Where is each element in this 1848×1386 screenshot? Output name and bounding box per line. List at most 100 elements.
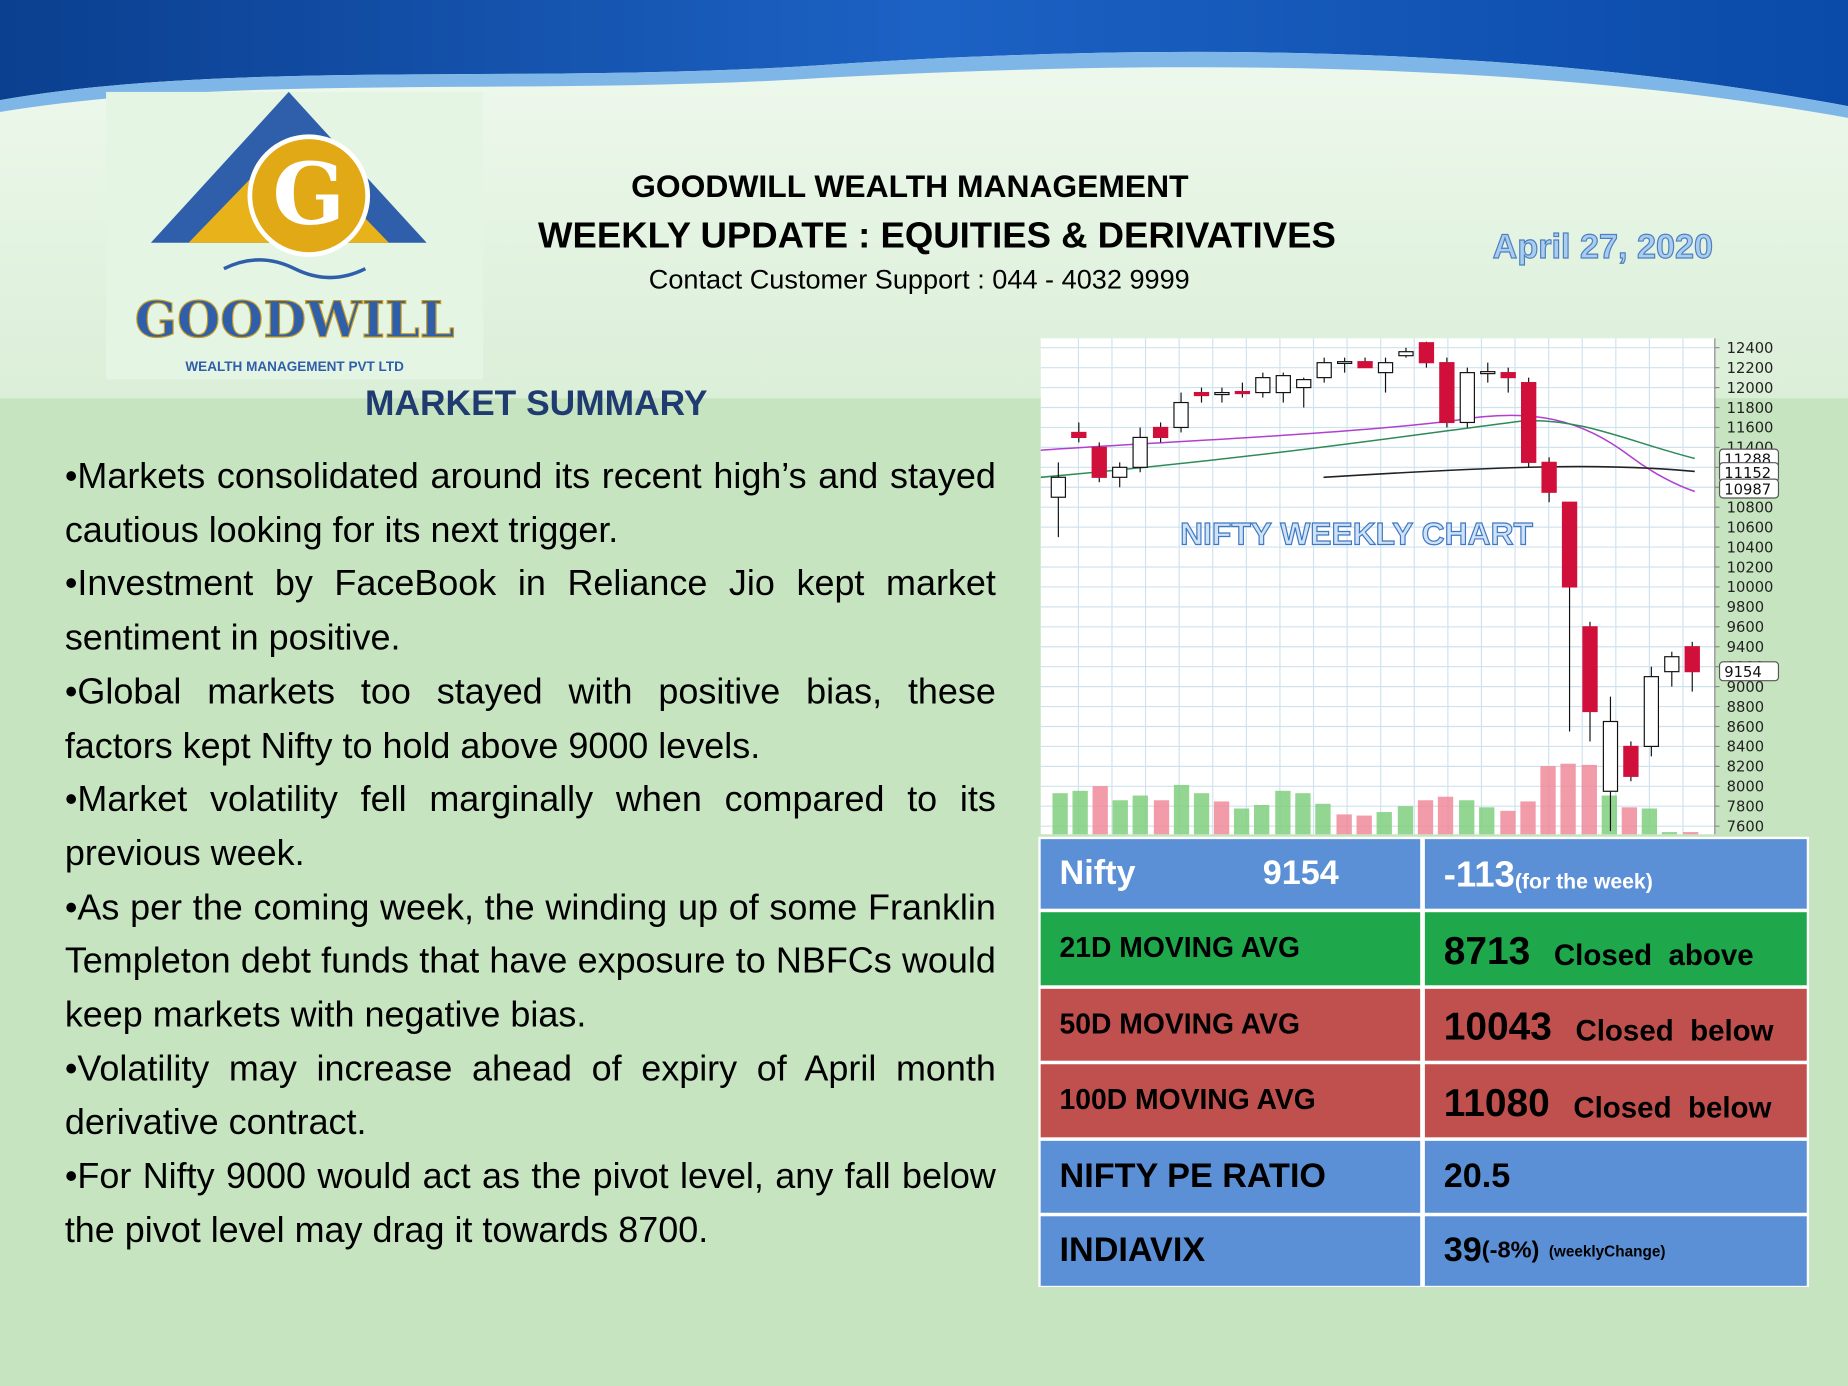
y-tick-label: 9800 (1727, 599, 1764, 616)
y-tick-label: 8000 (1727, 779, 1764, 796)
candle-body (1214, 391, 1230, 396)
y-tick-label: 8800 (1727, 699, 1764, 716)
candle-body (1275, 375, 1291, 394)
summary-point: •Volatility may increase ahead of expiry… (64, 1048, 996, 1143)
row-value: 11080 (1443, 1080, 1550, 1125)
y-tick-label: 8600 (1727, 719, 1764, 736)
y-tick-label: 10200 (1727, 559, 1774, 576)
row-value: 9154 (1262, 854, 1339, 893)
summary-point: •For Nifty 9000 would act as the pivot l… (64, 1156, 996, 1251)
y-tick-label: 10800 (1727, 500, 1774, 517)
candle-body (1152, 426, 1169, 439)
row-label: 50D MOVING AVG (1059, 1008, 1301, 1041)
candle-body (1193, 391, 1210, 397)
candle-body (1582, 626, 1598, 713)
table-cell: 11080 Closed below (1424, 1064, 1807, 1138)
row-label: INDIAVIX (1059, 1231, 1206, 1270)
y-tick-label: 11600 (1727, 420, 1774, 437)
row-value: 20.5 (1443, 1157, 1511, 1196)
table-cell: 39 (-8%) (weeklyChange) (1424, 1216, 1807, 1286)
logo-name: GOODWILL (135, 291, 455, 349)
candle-body (1398, 351, 1414, 357)
row-value: 10043 (1443, 1004, 1552, 1048)
candle-body (1684, 646, 1700, 673)
logo-mark: G GOODWILL WEALTH MANAGEMENT PVT LTD (134, 91, 455, 374)
row-change: (-8%) (1481, 1237, 1540, 1264)
row-note: Closed below (1573, 1091, 1772, 1125)
y-tick-label: 12200 (1727, 360, 1774, 377)
price-label-box (1718, 478, 1780, 499)
candle-body (1316, 362, 1332, 379)
company-name: GOODWILL WEALTH MANAGEMENT (631, 168, 1189, 204)
y-tick-label: 10600 (1727, 519, 1774, 536)
section-heading: MARKET SUMMARY (365, 384, 708, 424)
chart-title: NIFTY WEEKLY CHART (1180, 515, 1533, 551)
table-cell: Nifty 9154 (1040, 839, 1421, 909)
table-cell: 21D MOVING AVG (1040, 912, 1421, 986)
candles (1050, 341, 1700, 832)
candle-body (1296, 379, 1312, 389)
candle-body (1071, 431, 1087, 439)
row-label: NIFTY PE RATIO (1059, 1157, 1327, 1196)
summary-point: •As per the coming week, the winding up … (64, 887, 996, 1035)
candle-body (1541, 461, 1557, 493)
candle-body (1255, 377, 1271, 394)
plot-bg (1040, 338, 1715, 835)
table-cell: 10043 Closed below (1424, 988, 1807, 1061)
date: April 27, 2020 (1492, 228, 1714, 267)
candle-body (1050, 476, 1067, 498)
y-tick-label: 8200 (1727, 759, 1764, 776)
price-label: 9154 (1724, 664, 1761, 681)
chart: 7600780080008200840086008800900092009400… (1040, 338, 1780, 835)
table-cell: -113 (for the week) (1424, 839, 1807, 909)
candle-body (1418, 342, 1435, 364)
table-cell: 50D MOVING AVG (1040, 988, 1421, 1061)
logo: G GOODWILL WEALTH MANAGEMENT PVT LTD (106, 91, 484, 380)
candle-body (1602, 720, 1619, 792)
y-tick-label: 8400 (1727, 739, 1764, 756)
candle-body (1623, 745, 1639, 777)
row-value: 39 (1443, 1231, 1482, 1270)
row-label: Nifty (1059, 854, 1136, 893)
logo-subtitle: WEALTH MANAGEMENT PVT LTD (185, 359, 404, 374)
table-cell: NIFTY PE RATIO (1040, 1140, 1421, 1213)
candle-body (1336, 361, 1353, 365)
row-note: Closed above (1553, 939, 1754, 973)
candle-body (1357, 361, 1373, 369)
y-tick-label: 11800 (1727, 400, 1774, 417)
candle-body (1112, 466, 1128, 478)
candle-body (1480, 371, 1496, 375)
table-cell: INDIAVIX (1040, 1216, 1421, 1286)
candle-body (1234, 390, 1251, 395)
summary-point: •Market volatility fell marginally when … (64, 779, 996, 874)
y-tick-label: 9000 (1727, 679, 1764, 696)
y-tick-label: 12000 (1727, 380, 1774, 397)
candle-body (1132, 436, 1148, 468)
row-label: 21D MOVING AVG (1059, 932, 1301, 965)
y-tick-label: 10400 (1727, 539, 1774, 556)
summary-point: •Investment by FaceBook in Reliance Jio … (64, 563, 996, 658)
row-change: -113 (1443, 852, 1515, 894)
candle-body (1664, 656, 1680, 673)
candle-body (1643, 676, 1660, 748)
row-note: (for the week) (1514, 869, 1653, 894)
contact: Contact Customer Support : 044 - 4032 99… (648, 263, 1190, 295)
candle-body (1173, 401, 1189, 429)
summary-point: •Markets consolidated around its recent … (64, 456, 996, 551)
stats-table: Nifty 9154 -113 (for the week) 21D MOVING AV… (1038, 836, 1810, 1287)
price-label: 11152 (1724, 465, 1771, 482)
header-wave (0, 0, 1848, 118)
candle-body (1091, 446, 1107, 478)
logo-letter: G (273, 145, 345, 245)
summary-points: •Markets consolidated around its recent … (65, 450, 996, 1258)
row-note: (weeklyChange) (1548, 1242, 1666, 1260)
y-tick-label: 10000 (1727, 579, 1774, 596)
y-axis-labels: 7600780080008200840086008800900092009400… (1714, 340, 1780, 834)
y-tick-label: 9600 (1727, 619, 1764, 636)
candle-body (1439, 362, 1455, 424)
y-tick-label: 7600 (1727, 818, 1764, 834)
page-title: WEEKLY UPDATE : EQUITIES & DERIVATIVES (538, 214, 1336, 256)
summary-point: •Global markets too stayed with positive… (64, 671, 996, 766)
candle-body (1521, 382, 1537, 463)
